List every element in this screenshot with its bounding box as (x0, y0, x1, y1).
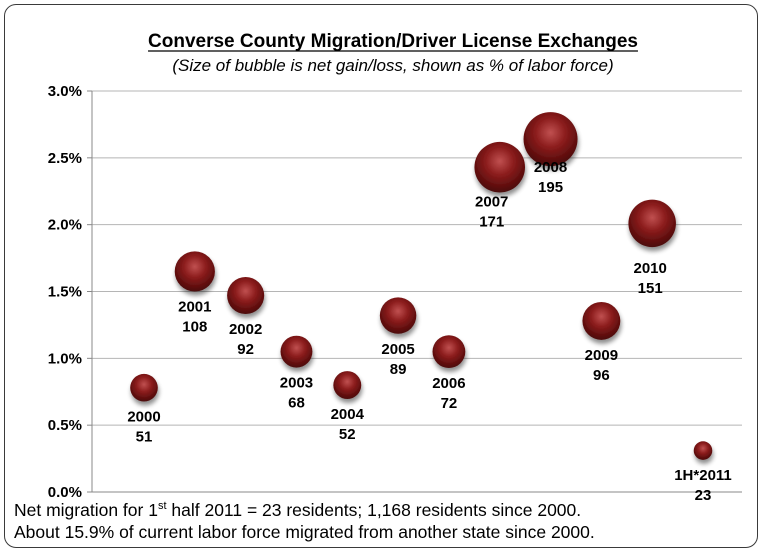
bubble-count-label: 92 (237, 341, 254, 358)
y-tick-label: 0.0% (48, 484, 82, 501)
bubble-2002 (227, 276, 265, 315)
bubble-labels: 2000 51 2001 108 2002 92 2003 68 2004 52 2005 89 200… (127, 159, 731, 504)
bubble-count-label: 52 (339, 426, 356, 443)
y-tick-label: 2.0% (48, 217, 82, 234)
bubble-year-label: 2006 (432, 375, 465, 392)
bubble-2009 (582, 301, 621, 340)
bubble-year-label: 2010 (633, 260, 666, 277)
bubble-count-label: 108 (182, 319, 207, 336)
bubble-2010 (628, 199, 676, 248)
bubble-2008 (523, 112, 578, 167)
bubble-year-label: 1H*2011 (674, 467, 732, 484)
y-tick-label: 0.5% (48, 417, 82, 434)
bubble-count-label: 151 (638, 280, 663, 297)
bubble-count-label: 96 (593, 367, 610, 384)
bubble-year-label: 2009 (585, 347, 618, 364)
footnote-line-1-post: half 2011 = 23 residents; 1,168 resident… (166, 500, 582, 520)
bubble-2000 (130, 373, 158, 402)
bubbles (130, 112, 713, 460)
bubble-count-label: 89 (390, 361, 407, 378)
bubble-1H*2011 (693, 441, 713, 460)
footnote-line-1: Net migration for 1st half 2011 = 23 res… (14, 499, 754, 521)
bubble-2003 (280, 335, 313, 368)
footnote-line-2: About 15.9% of current labor force migra… (14, 522, 595, 542)
footnote-line-1-sup: st (157, 500, 167, 513)
bubble-year-label: 2008 (534, 159, 567, 176)
bubble-count-label: 171 (479, 213, 504, 230)
bubble-year-label: 2003 (280, 375, 313, 392)
bubble-year-label: 2007 (475, 193, 508, 210)
bubble-year-label: 2005 (381, 341, 414, 358)
bubble-year-label: 2001 (178, 299, 211, 316)
bubble-2005 (379, 297, 417, 334)
bubble-count-label: 51 (136, 429, 153, 446)
y-tick-label: 3.0% (48, 83, 82, 100)
bubble-year-label: 2000 (127, 409, 160, 426)
bubble-2007 (474, 141, 526, 193)
y-tick-label: 2.5% (48, 150, 82, 167)
bubble-count-label: 72 (441, 395, 458, 412)
bubble-count-label: 68 (288, 395, 305, 412)
bubble-year-label: 2002 (229, 321, 262, 338)
y-axis: 0.0% 0.5% 1.0% 1.5% 2.0% 2.5% 3.0% (48, 83, 742, 501)
bubble-2006 (432, 335, 466, 369)
footnote: Net migration for 1st half 2011 = 23 res… (14, 499, 754, 543)
bubble-2004 (333, 371, 362, 400)
y-tick-label: 1.0% (48, 350, 82, 367)
chart-title: Converse County Migration/Driver License… (148, 31, 638, 52)
bubble-count-label: 195 (538, 179, 563, 196)
y-tick-label: 1.5% (48, 284, 82, 301)
chart-frame (4, 4, 758, 548)
chart-subtitle: (Size of bubble is net gain/loss, shown … (172, 56, 613, 75)
bubble-year-label: 2004 (331, 406, 365, 423)
bubble-2001 (174, 251, 215, 292)
footnote-line-1-pre: Net migration for 1 (14, 500, 158, 520)
bubble-count-label: 23 (695, 487, 712, 504)
